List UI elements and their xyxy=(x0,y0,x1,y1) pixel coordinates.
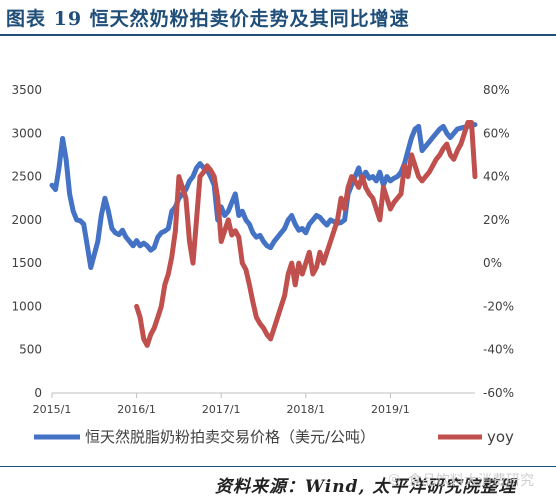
left-tick-label: 500 xyxy=(19,343,42,357)
x-tick-label: 2017/1 xyxy=(202,403,241,416)
price-series-line xyxy=(49,122,478,270)
x-axis: 2015/1 2016/1 2017/1 2018/1 2019/1 xyxy=(33,392,475,416)
legend: 恒天然脱脂奶粉拍卖交易价格（美元/公吨） yoy xyxy=(34,428,514,446)
left-tick-label: 2500 xyxy=(11,170,42,184)
right-tick-label: 0% xyxy=(483,256,502,270)
left-tick-label: 3000 xyxy=(11,126,42,140)
right-tick-label: -40% xyxy=(483,343,514,357)
right-tick-label: 80% xyxy=(483,83,510,97)
left-tick-label: 0 xyxy=(34,386,42,400)
series-layer xyxy=(49,120,478,348)
source-divider xyxy=(0,466,556,467)
left-tick-label: 1000 xyxy=(11,299,42,313)
legend-label-yoy: yoy xyxy=(487,428,514,446)
x-tick-label: 2016/1 xyxy=(117,403,156,416)
left-tick-label: 1500 xyxy=(11,256,42,270)
left-tick-label: 3500 xyxy=(11,83,42,97)
left-y-axis: 0 500 1000 1500 2000 2500 3000 3500 xyxy=(11,83,42,400)
x-tick-label: 2018/1 xyxy=(286,403,325,416)
x-tick-label: 2019/1 xyxy=(371,403,410,416)
right-tick-label: -60% xyxy=(483,386,514,400)
x-tick-label: 2015/1 xyxy=(33,403,72,416)
right-tick-label: -20% xyxy=(483,299,514,313)
chart-title: 图表 19 恒天然奶粉拍卖价走势及其同比增速 xyxy=(6,8,410,30)
legend-label-price: 恒天然脱脂奶粉拍卖交易价格（美元/公吨） xyxy=(85,428,375,446)
right-tick-label: 60% xyxy=(483,126,510,140)
right-tick-label: 20% xyxy=(483,213,510,227)
wechat-icon: ◎ xyxy=(388,471,401,487)
chart: 0 500 1000 1500 2000 2500 3000 3500 -60% -40% -20… xyxy=(11,83,514,446)
source-text: 资料来源：Wind, 太平洋研究院整理 xyxy=(215,477,517,497)
left-tick-label: 2000 xyxy=(11,213,42,227)
yoy-series-line xyxy=(134,120,478,348)
right-y-axis: -60% -40% -20% 0% 20% 40% 60% 80% xyxy=(483,83,514,400)
watermark: 食品饮料大消费研究 xyxy=(408,473,534,489)
right-tick-label: 40% xyxy=(483,170,510,184)
title-bar: 图表 19 恒天然奶粉拍卖价走势及其同比增速 xyxy=(0,0,556,36)
